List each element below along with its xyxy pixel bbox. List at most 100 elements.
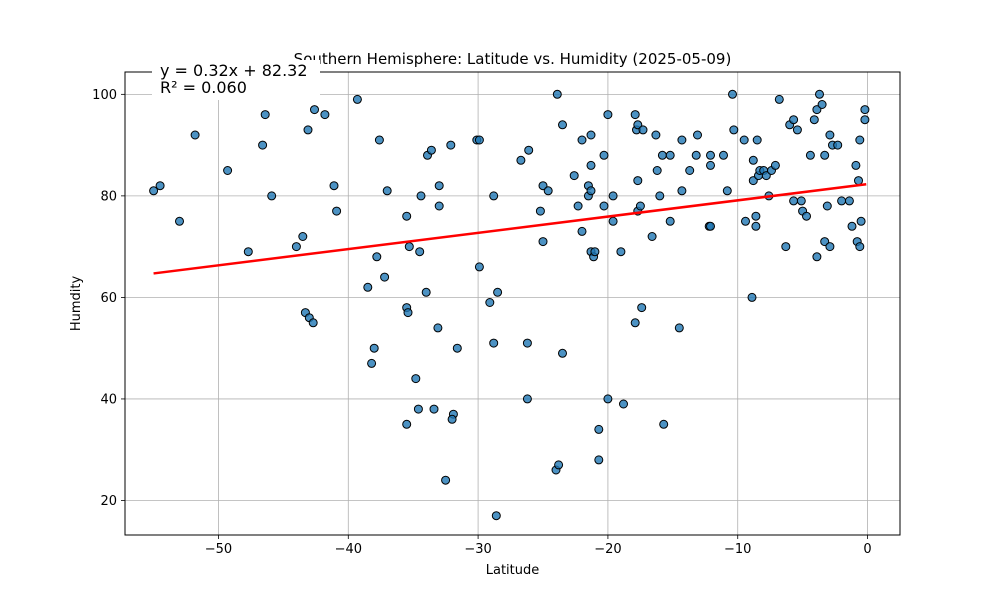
- data-point: [608, 191, 618, 201]
- data-point: [638, 125, 648, 135]
- data-point: [719, 150, 728, 160]
- data-point: [374, 135, 384, 145]
- data-point: [665, 150, 675, 160]
- data-point: [751, 211, 761, 221]
- data-point: [434, 181, 444, 191]
- data-point: [367, 358, 377, 368]
- x-tick-label: −20: [594, 542, 621, 557]
- data-point: [659, 419, 669, 429]
- data-point: [770, 160, 780, 170]
- data-point: [524, 145, 534, 155]
- y-axis-label: Humdity: [69, 276, 84, 332]
- data-point: [739, 135, 749, 145]
- y-tick-label: 20: [100, 494, 117, 509]
- data-point: [815, 89, 824, 99]
- data-point: [677, 186, 687, 196]
- data-point: [485, 298, 495, 307]
- data-point: [149, 186, 159, 196]
- x-tick-label: −30: [464, 542, 491, 557]
- data-point: [603, 110, 613, 120]
- data-point: [474, 135, 484, 145]
- data-point: [491, 511, 501, 521]
- data-point: [446, 140, 456, 150]
- data-point: [729, 125, 739, 135]
- data-point: [489, 338, 499, 348]
- data-point: [594, 455, 604, 465]
- data-point: [522, 394, 532, 404]
- data-point: [586, 130, 596, 140]
- data-point: [308, 318, 318, 328]
- regression-line-group: [153, 183, 867, 275]
- data-point: [402, 211, 412, 221]
- x-axis-label: Latitude: [486, 563, 540, 578]
- data-point: [382, 186, 392, 196]
- x-tick-label: −50: [205, 542, 232, 557]
- chart-title: Southern Hemisphere: Latitude vs. Humidi…: [294, 50, 732, 68]
- data-point: [190, 130, 200, 140]
- x-tick-label: −10: [724, 542, 751, 557]
- data-point: [594, 424, 604, 434]
- data-point: [603, 394, 613, 404]
- data-point: [854, 176, 863, 186]
- data-point: [421, 287, 431, 297]
- data-point: [352, 94, 362, 104]
- x-tick-label: 0: [863, 542, 871, 557]
- data-point: [433, 323, 443, 333]
- data-point: [577, 135, 587, 145]
- data-point: [860, 115, 870, 125]
- data-point: [493, 287, 503, 297]
- data-point: [747, 292, 757, 302]
- data-point: [554, 460, 564, 470]
- data-point: [820, 150, 830, 160]
- y-axis-ticks: 20 40 60 80 100: [92, 88, 125, 509]
- data-point: [833, 140, 843, 150]
- data-point: [369, 343, 379, 353]
- data-point: [825, 242, 835, 252]
- data-point: [372, 252, 382, 262]
- r-squared-label: R² = 0.060: [160, 78, 247, 97]
- data-point: [822, 201, 832, 211]
- data-point: [809, 115, 819, 125]
- y-tick-label: 100: [92, 88, 117, 103]
- data-point: [586, 160, 596, 170]
- data-point: [155, 181, 165, 191]
- data-point: [706, 160, 715, 170]
- data-point: [691, 150, 701, 160]
- data-point: [774, 94, 784, 104]
- data-point: [685, 166, 695, 175]
- data-point: [802, 211, 811, 221]
- annotation-background: [152, 60, 320, 100]
- plot-frame: [124, 71, 901, 536]
- data-point: [847, 221, 857, 231]
- regression-equation: y = 0.32x + 82.32: [160, 61, 308, 80]
- data-point: [693, 130, 702, 140]
- data-point: [825, 130, 835, 140]
- data-point: [267, 191, 277, 201]
- data-point: [860, 105, 870, 115]
- data-point: [535, 206, 545, 216]
- data-point: [633, 176, 643, 186]
- data-point: [332, 206, 342, 216]
- x-tick-label: −40: [335, 542, 362, 557]
- data-point: [748, 155, 758, 165]
- data-point: [411, 374, 421, 384]
- data-point: [812, 252, 822, 262]
- data-point: [429, 404, 439, 414]
- data-point: [434, 201, 444, 211]
- data-point: [851, 160, 861, 170]
- y-tick-label: 40: [100, 392, 117, 407]
- data-point: [796, 196, 806, 206]
- data-point: [751, 221, 761, 231]
- data-point: [722, 186, 732, 196]
- data-point: [741, 216, 750, 226]
- data-point: [329, 181, 339, 191]
- data-point: [243, 247, 253, 257]
- data-point: [538, 237, 548, 247]
- data-point: [844, 196, 854, 206]
- data-point: [474, 262, 484, 272]
- data-point: [677, 135, 687, 145]
- data-point: [752, 135, 762, 145]
- data-point: [789, 115, 799, 125]
- data-point: [175, 216, 184, 226]
